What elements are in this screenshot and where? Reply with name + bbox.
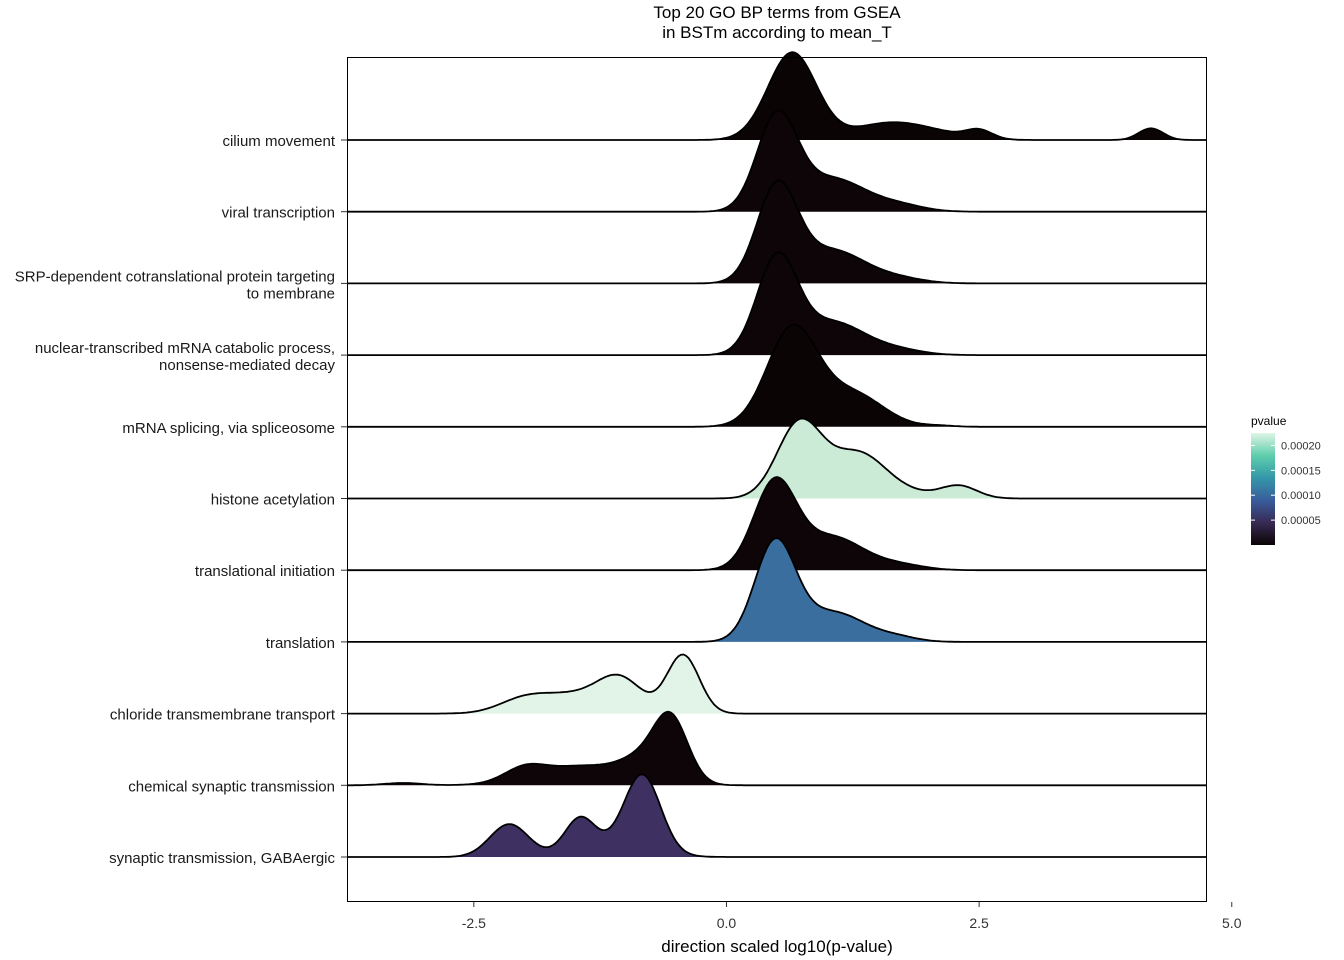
ridge-fill [347, 180, 1207, 284]
y-tick-label: translational initiation [195, 563, 335, 580]
legend-colorbar [1251, 433, 1275, 545]
ridge-7 [347, 251, 1207, 356]
x-tick-label: 2.5 [969, 915, 989, 931]
ridges-group [347, 51, 1207, 858]
ridge-outline [347, 109, 1207, 213]
ridge-8 [347, 179, 1207, 285]
y-tick-label-line-2: to membrane [247, 285, 335, 302]
ridge-outline [347, 476, 1207, 572]
legend-ticks: 0.00020 0.00015 0.00010 0.00005 [1251, 440, 1321, 527]
y-tick-label: viral transcription [222, 205, 335, 222]
ridge-9 [347, 109, 1207, 213]
y-tick-label: chemical synaptic transmission [128, 778, 335, 795]
chart-title-line-1: Top 20 GO BP terms from GSEA [653, 3, 901, 22]
ridge-fill [347, 774, 1207, 857]
ridge-4 [347, 476, 1207, 572]
ridge-outline [347, 537, 1207, 643]
ridge-outline [347, 323, 1207, 428]
x-tick-label: -2.5 [462, 915, 486, 931]
y-tick-label: cilium movement [222, 133, 335, 150]
ridge-fill [347, 418, 1207, 499]
ridge-fill [347, 654, 1207, 714]
plot-panel-border [347, 57, 1207, 902]
legend-tick-label: 0.00020 [1281, 440, 1321, 452]
y-tick-label: nuclear-transcribed mRNA catabolic proce… [35, 340, 335, 357]
ridge-1 [347, 710, 1207, 787]
x-tick-label: 0.0 [717, 915, 737, 931]
ridge-outline [347, 710, 1207, 787]
ridge-fill [347, 110, 1207, 212]
chart-title-line-2: in BSTm according to mean_T [662, 23, 892, 42]
legend-tick-label: 0.00010 [1281, 490, 1321, 502]
y-tick-label: chloride transmembrane transport [110, 707, 336, 724]
y-tick-label: histone acetylation [211, 492, 335, 509]
ridge-10 [347, 51, 1207, 141]
y-tick-label: mRNA splicing, via spliceosome [122, 420, 335, 437]
ridge-5 [347, 417, 1207, 500]
ridge-outline [347, 251, 1207, 356]
y-tick-label-line-2: nonsense-mediated decay [159, 357, 335, 374]
ridge-fill [347, 477, 1207, 571]
x-tick-label: 5.0 [1222, 915, 1242, 931]
ridge-outline [347, 653, 1207, 715]
ridge-fill [347, 52, 1207, 141]
legend-tick-label: 0.00015 [1281, 465, 1321, 477]
y-axis-labels: synaptic transmission, GABAergic chemical… [15, 133, 347, 867]
ridge-6 [347, 323, 1207, 428]
y-tick-label: translation [266, 635, 335, 652]
ridge-outline [347, 417, 1207, 500]
y-tick-label: SRP-dependent cotranslational protein ta… [15, 268, 335, 285]
ridge-2 [347, 653, 1207, 715]
ridge-outline [347, 179, 1207, 285]
ridge-fill [347, 711, 1207, 786]
legend-tick-label: 0.00005 [1281, 515, 1321, 527]
y-tick-label: synaptic transmission, GABAergic [109, 850, 335, 867]
x-axis-title: direction scaled log10(p-value) [661, 937, 893, 956]
legend-title: pvalue [1251, 414, 1287, 428]
ridge-fill [347, 324, 1207, 427]
color-legend: pvalue 0.00020 0.00015 0.00010 0.00005 [1251, 414, 1321, 545]
ridge-fill [347, 538, 1207, 642]
ridge-fill [347, 252, 1207, 356]
ridge-outline [347, 773, 1207, 858]
ridge-outline [347, 51, 1207, 141]
x-axis: -2.5 0.0 2.5 5.0 [462, 902, 1242, 931]
ridge-3 [347, 537, 1207, 643]
ridge-0 [347, 773, 1207, 858]
